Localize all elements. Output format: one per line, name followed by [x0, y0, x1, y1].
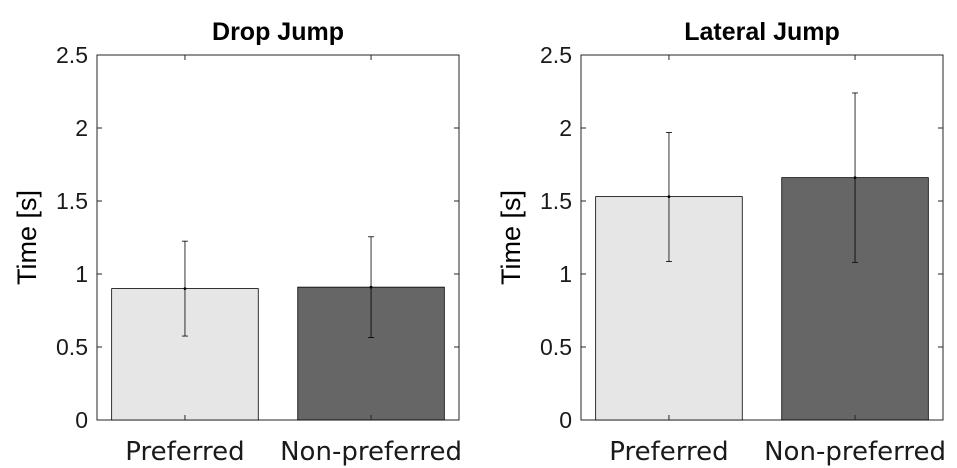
axes-box — [580, 54, 944, 421]
xtick-label: Preferred — [125, 437, 244, 467]
chart-title: Drop Jump — [212, 18, 344, 46]
ytick-label: 1.5 — [56, 188, 88, 214]
mean-marker — [853, 176, 857, 180]
ytick-label: 2.5 — [540, 42, 572, 68]
chart-lateral-jump: 0 0.5 1 1.5 2 2.5 Preferred Non-preferred Latera… — [496, 18, 946, 467]
chart-drop-jump: 0 0.5 1 1.5 2 2.5 Preferred Non-preferred Drop J… — [12, 18, 462, 467]
ytick-label: 0.5 — [56, 334, 88, 360]
y-axis-label: Time [s] — [496, 190, 526, 285]
xtick-label: Preferred — [609, 437, 728, 467]
ytick-label: 1 — [75, 261, 88, 287]
mean-marker — [667, 195, 671, 199]
mean-marker — [183, 287, 187, 290]
ytick-label: 2.5 — [56, 42, 88, 68]
xtick-label: Non-preferred — [280, 437, 462, 467]
mean-marker — [369, 285, 373, 289]
xtick-label: Non-preferred — [764, 437, 946, 467]
ytick-label: 2 — [75, 115, 88, 141]
ytick-label: 2 — [559, 115, 572, 141]
ytick-label: 0 — [75, 407, 88, 433]
ytick-label: 1 — [559, 261, 572, 287]
y-axis-label: Time [s] — [12, 190, 42, 285]
ytick-label: 0 — [559, 407, 572, 433]
ytick-label: 0.5 — [540, 334, 572, 360]
chart-title: Lateral Jump — [684, 18, 840, 46]
ytick-label: 1.5 — [540, 188, 572, 214]
axes-box — [96, 54, 460, 421]
